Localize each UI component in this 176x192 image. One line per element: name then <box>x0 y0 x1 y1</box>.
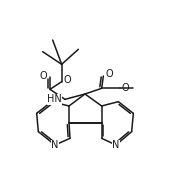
Text: O: O <box>105 69 113 79</box>
Text: O: O <box>122 83 130 93</box>
Text: O: O <box>64 75 71 85</box>
Text: N: N <box>112 140 120 150</box>
Text: N: N <box>51 140 59 150</box>
Text: HN: HN <box>47 94 62 104</box>
Text: O: O <box>39 71 47 81</box>
